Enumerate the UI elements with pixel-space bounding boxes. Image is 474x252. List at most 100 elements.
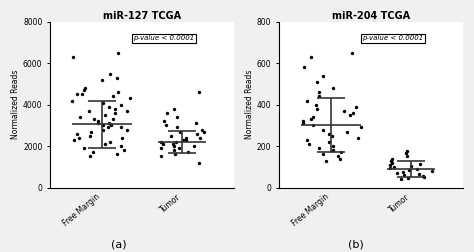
Point [393,171,401,175]
Point [180,138,187,142]
Point [388,156,396,161]
Point [312,103,319,107]
Point [328,134,336,138]
Point [101,113,109,117]
Point [405,176,412,180]
Point [310,115,317,119]
Point [326,132,333,136]
Point [71,138,78,142]
Point [171,144,178,148]
Point [405,168,412,172]
Point [329,86,337,90]
Point [322,159,330,163]
Point [68,99,76,103]
Point [336,156,344,161]
Point [196,136,204,140]
Point [104,125,112,130]
Point [416,162,423,166]
Point [160,119,167,123]
Point [195,90,203,94]
Point [169,142,177,146]
Point [80,88,87,92]
Point [300,119,307,123]
Point [105,121,113,125]
Point [86,134,94,138]
Point [340,109,348,113]
Point [300,66,308,70]
Point [200,130,208,134]
Point [329,144,337,148]
Point [387,159,395,163]
Point [106,72,114,76]
Point [118,144,125,148]
Point [315,90,323,94]
Point [120,148,128,152]
Point [337,150,345,154]
Point [172,140,179,144]
Point [89,150,97,154]
Point [115,51,122,55]
Point [126,97,133,101]
Point [86,154,93,159]
Point [403,149,410,153]
Point [73,92,81,96]
Point [193,132,201,136]
Point [354,136,362,140]
Point [319,152,327,156]
Point [112,107,119,111]
Point [113,76,121,80]
Point [114,152,121,156]
Point [94,121,102,125]
Point [118,136,126,140]
Text: p-value < 0.0001: p-value < 0.0001 [133,36,195,41]
Point [95,119,102,123]
Point [176,130,184,134]
Point [391,165,398,169]
Point [420,175,428,179]
Point [343,130,351,134]
Point [124,109,131,113]
Point [335,154,342,159]
Point [402,151,410,155]
Point [107,123,115,128]
Point [91,117,98,121]
Point [163,123,170,128]
Point [319,128,327,132]
Point [111,111,119,115]
Point [175,146,182,150]
Point [192,121,200,125]
Point [397,177,404,181]
Point [413,167,421,171]
Point [357,125,365,130]
Point [101,142,109,146]
Point [386,166,394,170]
Point [400,170,407,174]
Point [299,121,307,125]
Point [308,55,315,59]
Point [157,140,165,144]
Point [117,103,125,107]
Point [170,107,178,111]
Point [123,128,131,132]
Point [182,136,190,140]
Text: (b): (b) [347,239,364,249]
Point [401,173,408,177]
Point [403,154,410,159]
Point [80,146,88,150]
Point [163,111,171,115]
Point [106,140,113,144]
Point [78,92,86,96]
Point [159,142,167,146]
Point [191,144,198,148]
Point [313,107,320,111]
Point [173,125,181,130]
Point [407,164,415,168]
Point [386,163,393,167]
Point [198,128,206,132]
Point [105,105,113,109]
Point [353,105,360,109]
Point [170,148,177,152]
Point [325,140,333,144]
Point [388,161,396,165]
Text: p-value < 0.0001: p-value < 0.0001 [363,36,424,41]
